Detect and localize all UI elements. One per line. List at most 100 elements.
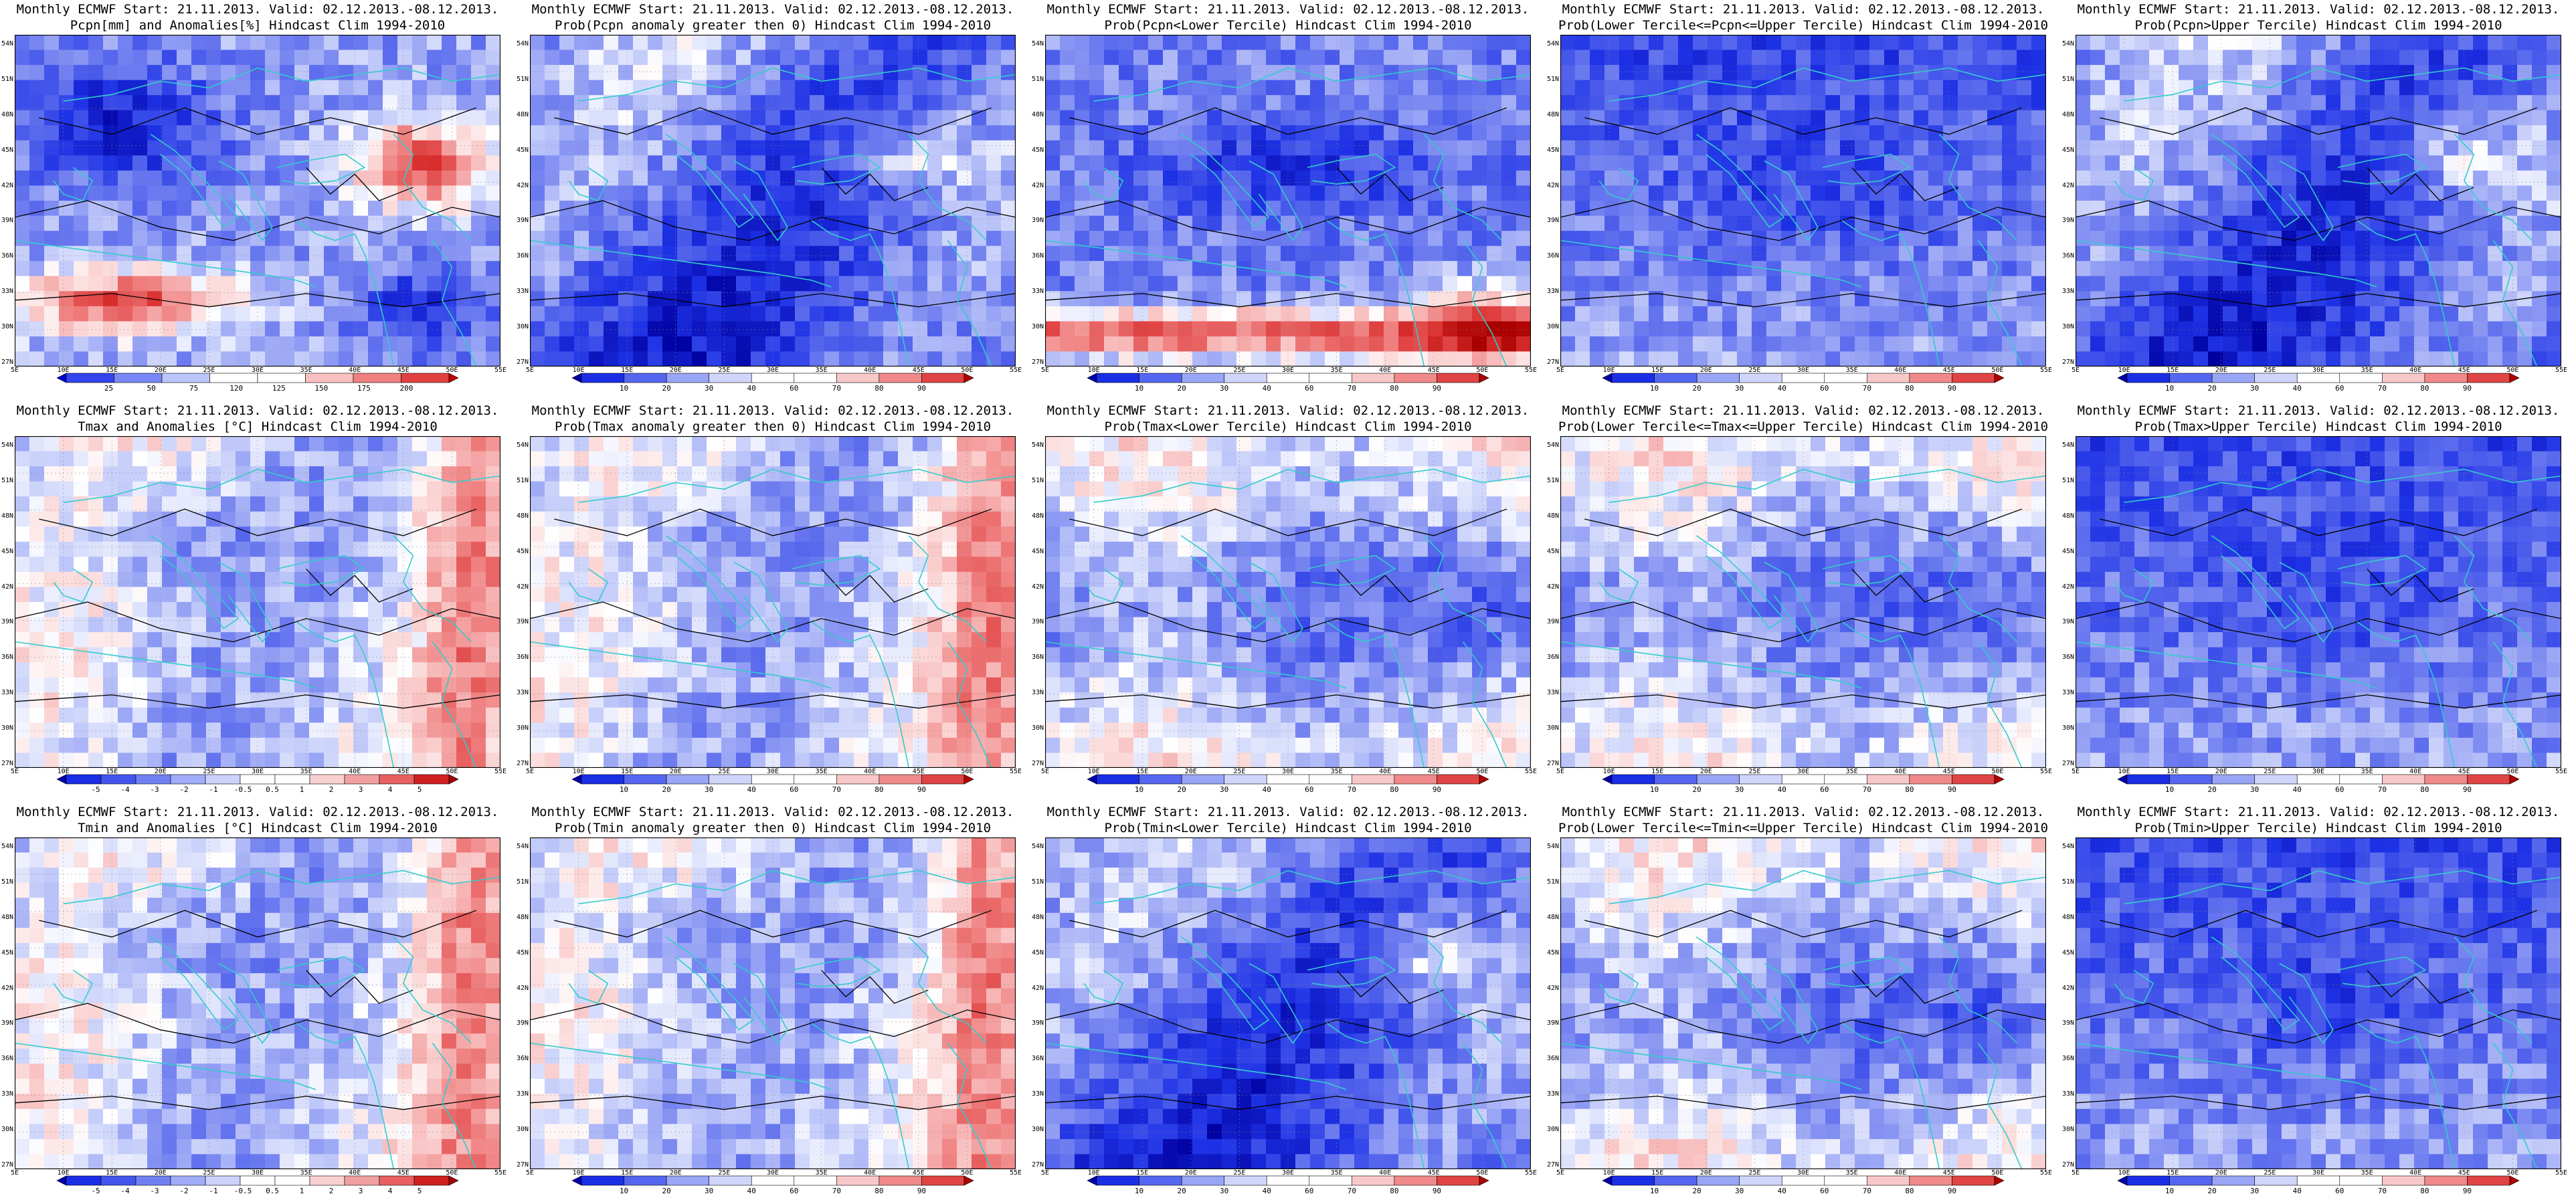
coastline bbox=[1938, 134, 2017, 241]
coastline bbox=[63, 870, 500, 904]
lat-label: 51N bbox=[517, 75, 529, 83]
lat-label: 36N bbox=[517, 252, 529, 260]
coastline bbox=[2279, 561, 2334, 643]
legend-swatch bbox=[100, 1175, 136, 1186]
coastline bbox=[53, 969, 94, 1004]
legend-tick-label: 0.5 bbox=[266, 785, 279, 794]
coastline bbox=[150, 936, 240, 1031]
legend-tick-label: 60 bbox=[790, 1187, 799, 1195]
lon-label: 30E bbox=[251, 1169, 264, 1177]
legend-swatch bbox=[2424, 774, 2468, 785]
legend-swatch bbox=[1437, 1175, 1480, 1186]
legend-swatch bbox=[1096, 373, 1139, 383]
map-plot bbox=[1560, 837, 2046, 1169]
lon-label: 40E bbox=[1379, 1169, 1392, 1177]
legend-tick-label: 90 bbox=[1432, 1187, 1442, 1195]
lat-label: 39N bbox=[1547, 217, 1560, 225]
legend-swatch bbox=[1824, 774, 1867, 785]
coastline bbox=[2211, 936, 2300, 1031]
legend-tick-label: 30 bbox=[2250, 1187, 2260, 1195]
shaded-field bbox=[530, 436, 1016, 768]
coastline bbox=[2124, 870, 2561, 904]
contour-line bbox=[1851, 969, 1959, 1004]
legend-swatch bbox=[2296, 373, 2340, 383]
lon-label: 20E bbox=[669, 1169, 682, 1177]
lat-label: 48N bbox=[1547, 512, 1560, 520]
map-frame bbox=[2076, 35, 2561, 367]
legend-swatch bbox=[624, 774, 667, 785]
lat-label: 54N bbox=[1032, 441, 1044, 449]
map-panel-pcpn-prob-lower: Monthly ECMWF Start: 21.11.2013. Valid: … bbox=[1030, 0, 1546, 401]
lon-label: 45E bbox=[2458, 367, 2470, 374]
legend-tick-label: 40 bbox=[1262, 384, 1271, 393]
lon-label: 10E bbox=[57, 1169, 70, 1177]
coastline bbox=[733, 963, 788, 1044]
lat-label: 36N bbox=[1, 654, 14, 662]
lon-label: 55E bbox=[494, 1169, 507, 1177]
legend-swatch bbox=[1994, 774, 2005, 785]
lat-label: 51N bbox=[1547, 878, 1560, 886]
lon-label: 5E bbox=[2071, 768, 2080, 775]
lon-label: 15E bbox=[1136, 367, 1149, 374]
legend-swatch bbox=[2467, 774, 2510, 785]
lon-label: 25E bbox=[2264, 367, 2276, 374]
lat-label: 30N bbox=[517, 724, 529, 732]
lat-label: 51N bbox=[2062, 878, 2075, 886]
lat-label: 39N bbox=[1032, 217, 1044, 225]
lat-label: 27N bbox=[517, 359, 529, 366]
legend-swatch bbox=[921, 774, 965, 785]
lat-label: 45N bbox=[1547, 146, 1560, 154]
lon-label: 55E bbox=[494, 367, 507, 374]
color-legend bbox=[1087, 774, 1489, 785]
legend-swatch bbox=[1087, 774, 1097, 785]
coastline bbox=[1598, 167, 1639, 201]
lat-label: 27N bbox=[1032, 359, 1044, 366]
legend-tick-label: -3 bbox=[150, 1187, 159, 1195]
lat-label: 36N bbox=[1547, 1055, 1560, 1063]
legend-swatch bbox=[1654, 774, 1697, 785]
color-legend bbox=[56, 774, 459, 785]
map-frame bbox=[530, 837, 1016, 1169]
legend-ticks: 25 50 75 120 125 150 175 200 bbox=[57, 384, 458, 395]
contour-line bbox=[2100, 910, 2537, 938]
lat-label: 27N bbox=[1547, 359, 1560, 366]
contour-line bbox=[530, 200, 1016, 241]
lat-label: 51N bbox=[1547, 75, 1560, 83]
lon-label: 55E bbox=[1009, 367, 1022, 374]
panel-title-line2: Prob(Lower Tercile<=Tmin<=Upper Tercile)… bbox=[1558, 821, 2049, 835]
coastline bbox=[1045, 1042, 1347, 1090]
map-panel-tmax-prob-lower: Monthly ECMWF Start: 21.11.2013. Valid: … bbox=[1030, 401, 1546, 803]
map-panel-tmin-prob-lower: Monthly ECMWF Start: 21.11.2013. Valid: … bbox=[1030, 803, 1546, 1204]
lat-label: 45N bbox=[517, 146, 529, 154]
lon-label: 55E bbox=[1524, 768, 1538, 775]
legend-swatch bbox=[1824, 1175, 1867, 1186]
legend-swatch bbox=[571, 774, 582, 785]
legend-tick-label: 30 bbox=[705, 1187, 714, 1195]
legend-swatch bbox=[836, 1175, 880, 1186]
legend-swatch bbox=[100, 774, 136, 785]
map-frame bbox=[530, 436, 1016, 768]
panel-title-line1: Monthly ECMWF Start: 21.11.2013. Valid: … bbox=[1562, 805, 2045, 819]
lon-label: 55E bbox=[2555, 768, 2568, 775]
legend-tick-label: 40 bbox=[747, 384, 756, 393]
legend-tick-label: 40 bbox=[1262, 785, 1271, 794]
map-panel-pcpn-anom: Monthly ECMWF Start: 21.11.2013. Valid: … bbox=[0, 0, 515, 401]
legend-tick-label: 80 bbox=[1390, 785, 1399, 794]
legend-ticks: 10 20 30 40 60 70 80 90 bbox=[2118, 1187, 2519, 1197]
map-panel-tmax-anom: Monthly ECMWF Start: 21.11.2013. Valid: … bbox=[0, 401, 515, 803]
map-panel-tmax-prob-upper: Monthly ECMWF Start: 21.11.2013. Valid: … bbox=[2061, 401, 2576, 803]
legend-tick-label: 20 bbox=[1177, 785, 1186, 794]
legend-tick-label: -4 bbox=[120, 785, 130, 794]
lon-label: 25E bbox=[1748, 1169, 1761, 1177]
legend-swatch bbox=[1139, 1175, 1182, 1186]
legend-swatch bbox=[1602, 1175, 1613, 1186]
legend-tick-label: 10 bbox=[1649, 384, 1659, 393]
map-plot bbox=[15, 436, 500, 768]
panel-title-line2: Prob(Tmax>Upper Tercile) Hindcast Clim 1… bbox=[2134, 419, 2502, 434]
lon-label: 55E bbox=[2039, 1169, 2053, 1177]
lat-label: 30N bbox=[1547, 724, 1560, 732]
legend-swatch bbox=[1394, 774, 1437, 785]
legend-ticks: 10 20 30 40 60 70 80 90 bbox=[1087, 785, 1489, 796]
lon-label: 15E bbox=[2167, 1169, 2179, 1177]
coastline bbox=[2454, 936, 2533, 1044]
